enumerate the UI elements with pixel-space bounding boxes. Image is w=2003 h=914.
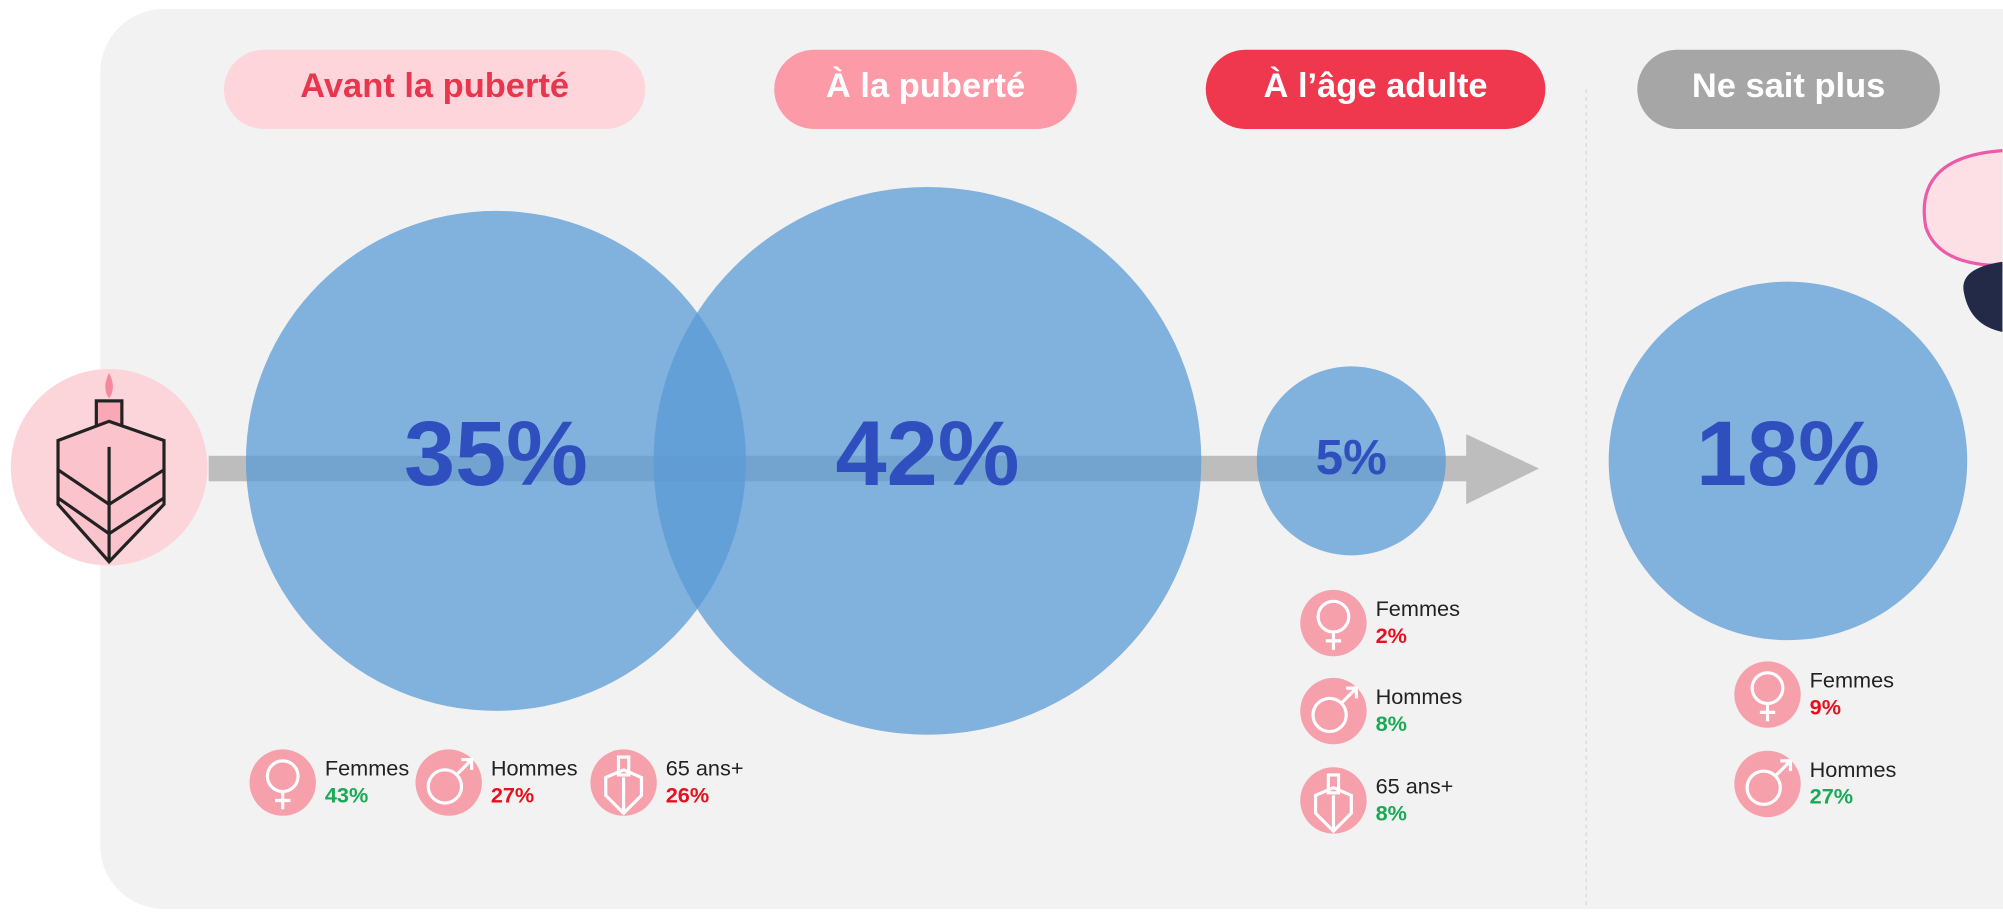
value-label: 42%	[835, 403, 1019, 505]
stage-label: Avant la puberté	[300, 67, 569, 105]
value-label: 5%	[1316, 431, 1387, 485]
icon-bg	[1734, 661, 1801, 728]
stage-pill	[774, 49, 1077, 129]
icon-65-ans-	[1300, 767, 1367, 834]
stage-pill	[1637, 49, 1940, 129]
icon-shape	[1745, 769, 1782, 806]
breakdown-name: Hommes	[491, 756, 578, 781]
breakdown-name: 65 ans+	[666, 756, 744, 781]
breakdown-name: 65 ans+	[1376, 773, 1454, 798]
breakdown-value: 26%	[666, 782, 709, 807]
icon-femmes	[1300, 589, 1367, 657]
icon-shape	[1775, 759, 1793, 777]
icon-hommes	[1300, 677, 1367, 745]
icon-65-ans-	[590, 749, 657, 816]
icon-bg	[249, 749, 316, 816]
value-label: 35%	[404, 403, 588, 505]
icon-bg	[1300, 589, 1367, 657]
icon-shape	[1326, 773, 1341, 795]
breakdown-value: 8%	[1376, 800, 1407, 825]
bubble	[653, 187, 1202, 735]
stage-label: À la puberté	[826, 65, 1025, 105]
breakdown-value: 9%	[1810, 694, 1841, 719]
icon-shape	[456, 758, 474, 775]
icon-femmes	[1734, 661, 1801, 728]
icon-shape	[604, 768, 644, 816]
breakdown-value: 27%	[491, 782, 534, 807]
icon-femmes	[249, 749, 316, 816]
figure-decoration	[1922, 149, 2003, 332]
icon-shape	[616, 755, 631, 777]
breakdown-value: 27%	[1810, 784, 1853, 809]
stage-pill	[223, 49, 646, 129]
icon-shape	[1341, 686, 1359, 704]
icon-shape	[426, 768, 464, 805]
stage-label: À l’âge adulte	[1264, 65, 1488, 105]
icon-hommes	[415, 749, 482, 816]
timeline-arrow	[1466, 434, 1539, 505]
breakdown-name: Femmes	[1810, 667, 1895, 692]
breakdown-name: Hommes	[1376, 684, 1463, 709]
breakdown-name: Femmes	[325, 756, 410, 781]
stage-pill	[1205, 49, 1546, 129]
breakdown-value: 43%	[325, 782, 368, 807]
icon-hommes	[1734, 750, 1801, 818]
breakdown-value: 8%	[1376, 711, 1407, 736]
stage-label: Ne sait plus	[1692, 67, 1885, 105]
icon-shape	[1325, 631, 1342, 650]
cake-icon	[10, 368, 208, 566]
bubble	[1256, 366, 1446, 556]
icon-shape	[275, 791, 291, 810]
icon-shape	[1311, 696, 1348, 734]
icon-shape	[1759, 703, 1776, 722]
icon-shape	[1313, 785, 1353, 834]
breakdown-value: 2%	[1376, 623, 1407, 648]
breakdown-name: Femmes	[1376, 596, 1461, 621]
value-label: 18%	[1696, 403, 1880, 505]
breakdown-name: Hommes	[1810, 757, 1897, 782]
bubble	[1608, 281, 1968, 641]
bubble	[245, 210, 746, 711]
